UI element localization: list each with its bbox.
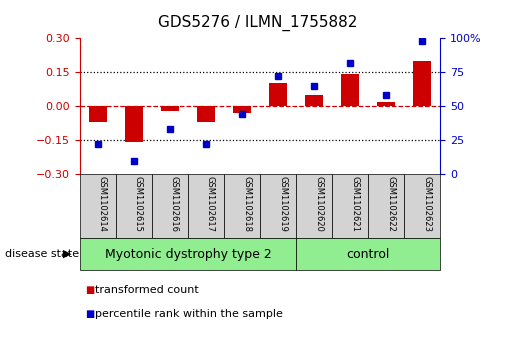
Text: GSM1102619: GSM1102619 [278, 176, 287, 232]
Text: ■: ■ [85, 309, 94, 319]
Bar [414, 61, 432, 106]
Text: GSM1102617: GSM1102617 [206, 176, 215, 232]
Text: GSM1102621: GSM1102621 [350, 176, 359, 232]
Text: disease state: disease state [5, 249, 79, 259]
Text: control: control [347, 248, 390, 261]
Text: Myotonic dystrophy type 2: Myotonic dystrophy type 2 [105, 248, 271, 261]
Bar [161, 106, 179, 111]
Text: GSM1102614: GSM1102614 [98, 176, 107, 232]
Bar [89, 106, 107, 122]
Bar [197, 106, 215, 122]
Bar [341, 74, 359, 106]
Text: ▶: ▶ [63, 249, 71, 259]
Text: percentile rank within the sample: percentile rank within the sample [95, 309, 283, 319]
Text: GSM1102622: GSM1102622 [386, 176, 395, 232]
Text: GDS5276 / ILMN_1755882: GDS5276 / ILMN_1755882 [158, 15, 357, 31]
Bar [305, 95, 323, 106]
Text: GSM1102620: GSM1102620 [314, 176, 323, 232]
Text: GSM1102615: GSM1102615 [134, 176, 143, 232]
Text: GSM1102618: GSM1102618 [242, 176, 251, 232]
Text: ■: ■ [85, 285, 94, 295]
Bar [377, 102, 396, 106]
Bar [233, 106, 251, 113]
Text: GSM1102623: GSM1102623 [422, 176, 431, 232]
Bar [125, 106, 143, 143]
Text: transformed count: transformed count [95, 285, 199, 295]
Text: GSM1102616: GSM1102616 [170, 176, 179, 232]
Bar [269, 83, 287, 106]
